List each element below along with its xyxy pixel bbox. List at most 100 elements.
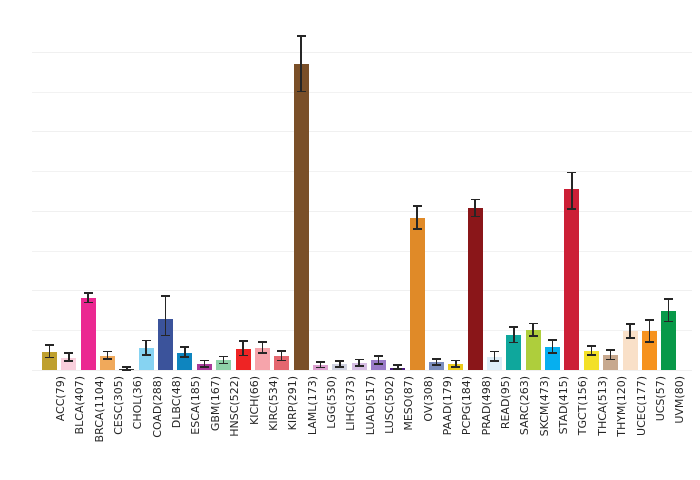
x-tick-label: ESCA(185) xyxy=(189,376,203,435)
x-tick-label: OV(308) xyxy=(421,376,435,422)
bar xyxy=(274,356,290,370)
error-bar-cap-bottom xyxy=(354,365,364,367)
error-bar-cap-bottom xyxy=(122,369,132,371)
error-bar-line xyxy=(145,340,148,356)
error-bar-line xyxy=(242,340,244,356)
error-bar-cap-top xyxy=(45,344,54,346)
bar xyxy=(80,298,96,370)
x-tick-label: SKCM(473) xyxy=(537,376,551,437)
error-bar-cap-bottom xyxy=(586,354,596,356)
bar xyxy=(235,348,251,370)
x-tick-label: LIHC(373) xyxy=(344,376,358,431)
bar xyxy=(216,360,232,370)
x-tick-label: LUSC(502) xyxy=(382,376,396,434)
error-bar-cap-top xyxy=(432,358,441,360)
bar xyxy=(583,350,599,370)
error-bar-line xyxy=(87,293,89,303)
gridline-major xyxy=(32,290,692,292)
x-tick-label: UVM(80) xyxy=(673,376,687,424)
bar xyxy=(564,188,580,370)
error-bar-line xyxy=(377,356,380,365)
error-bar-line xyxy=(532,323,535,337)
error-bar-line xyxy=(280,350,283,361)
error-bar-cap-bottom xyxy=(451,366,461,368)
bar xyxy=(487,356,503,370)
error-bar-cap-top xyxy=(586,345,596,347)
error-bar-cap-top xyxy=(141,339,151,342)
error-bar-cap-top xyxy=(335,360,345,363)
error-bar-cap-top xyxy=(354,358,364,361)
x-tick-label: MESO(87) xyxy=(402,376,416,431)
error-bar-cap-bottom xyxy=(315,366,325,369)
error-bar-cap-bottom xyxy=(64,360,74,363)
error-bar-cap-bottom xyxy=(373,363,383,365)
error-bar-cap-bottom xyxy=(470,215,480,218)
error-bar-cap-bottom xyxy=(528,335,538,337)
error-bar-line xyxy=(203,360,206,367)
error-bar-line xyxy=(455,360,457,367)
error-bar-line xyxy=(68,353,70,362)
error-bar-cap-bottom xyxy=(161,334,171,337)
gridline-minor xyxy=(32,91,692,93)
error-bar-cap-bottom xyxy=(219,362,229,365)
error-bar-line xyxy=(319,362,322,368)
error-bar-cap-bottom xyxy=(257,352,267,355)
x-tick-label: BRCA(1104) xyxy=(92,376,106,443)
error-bar-line xyxy=(261,341,264,354)
x-tick-label: KICH(66) xyxy=(247,376,261,425)
x-tick-label: UCS(57) xyxy=(653,376,667,422)
plot-area xyxy=(32,20,692,371)
error-bar-line xyxy=(513,327,515,343)
x-tick-label: THCA(513) xyxy=(595,376,609,436)
error-bar-cap-top xyxy=(180,346,190,348)
error-bar-cap-top xyxy=(83,292,93,295)
error-bar-cap-bottom xyxy=(335,366,345,368)
error-bar-cap-bottom xyxy=(238,354,248,357)
error-bar-cap-bottom xyxy=(180,356,190,359)
error-bar-cap-bottom xyxy=(432,364,441,367)
error-bar-line xyxy=(106,351,109,360)
error-bar-cap-bottom xyxy=(277,359,287,362)
x-tick-label: THYM(120) xyxy=(615,376,629,437)
x-tick-label: KIRP(291) xyxy=(286,376,300,431)
x-tick-label: KIRC(534) xyxy=(266,376,280,431)
error-bar-cap-bottom xyxy=(83,301,93,304)
x-tick-label: PAAD(179) xyxy=(441,376,454,436)
error-bar-line xyxy=(126,366,128,370)
x-tick-label: SARC(263) xyxy=(518,376,532,436)
error-bar-line xyxy=(590,346,593,355)
error-bar-cap-top xyxy=(528,322,538,325)
gridline-minor xyxy=(32,171,692,173)
x-tick-label: LUAD(517) xyxy=(363,376,377,436)
error-bar-cap-top xyxy=(644,319,654,322)
error-bar-cap-top xyxy=(606,349,616,351)
error-bar-cap-top xyxy=(161,295,171,297)
error-bar-line xyxy=(551,340,554,353)
x-tick-label: DLBC(48) xyxy=(170,376,184,429)
error-bar-line xyxy=(164,296,167,336)
error-bar-cap-bottom xyxy=(664,320,674,323)
error-bar-cap-top xyxy=(296,35,306,37)
error-bar-line xyxy=(358,359,360,367)
x-tick-label: HNSC(522) xyxy=(228,376,242,437)
error-bar-cap-bottom xyxy=(644,340,654,343)
gridline-major xyxy=(32,51,692,53)
error-bar-cap-top xyxy=(64,352,74,355)
error-bar-cap-top xyxy=(548,339,558,341)
error-bar-cap-top xyxy=(219,355,229,358)
error-bar-cap-top xyxy=(199,359,209,362)
error-bar-cap-bottom xyxy=(199,366,209,368)
x-tick-label: BLCA(407) xyxy=(73,376,87,435)
error-bar-cap-bottom xyxy=(45,356,54,359)
error-bar-cap-top xyxy=(625,323,635,325)
error-bar-line xyxy=(609,350,612,360)
x-tick-label: PCPG(184) xyxy=(460,376,474,436)
x-tick-label: LAML(173) xyxy=(305,376,319,436)
bar xyxy=(138,348,154,370)
error-bar-line xyxy=(397,365,399,370)
error-bar-line xyxy=(474,199,476,217)
bar xyxy=(158,318,174,370)
gridline-minor xyxy=(32,330,692,332)
error-bar-cap-bottom xyxy=(412,228,422,230)
error-bar-line xyxy=(300,35,302,92)
